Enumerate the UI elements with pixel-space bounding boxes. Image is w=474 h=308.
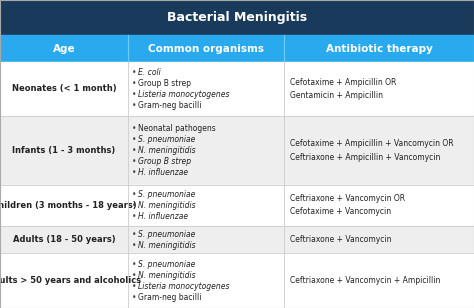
Text: Neonates (< 1 month): Neonates (< 1 month) xyxy=(12,84,116,93)
Text: •: • xyxy=(132,260,136,269)
Text: •: • xyxy=(132,68,136,77)
Text: Adults > 50 years and alcoholics: Adults > 50 years and alcoholics xyxy=(0,276,141,285)
Text: Ceftriaxone + Vancomycin OR
Cefotaxime + Vancomycin: Ceftriaxone + Vancomycin OR Cefotaxime +… xyxy=(290,194,405,217)
Text: •: • xyxy=(132,157,136,166)
Text: •: • xyxy=(132,135,136,144)
Bar xyxy=(0,185,474,226)
Text: •: • xyxy=(132,271,136,280)
Text: •: • xyxy=(132,168,136,177)
Text: Ceftriaxone + Vancomycin: Ceftriaxone + Vancomycin xyxy=(290,235,392,244)
Text: •: • xyxy=(132,212,136,221)
Text: •: • xyxy=(132,146,136,155)
Text: H. influenzae: H. influenzae xyxy=(138,168,189,177)
Text: •: • xyxy=(132,124,136,133)
Text: Age: Age xyxy=(53,43,75,54)
Text: Common organisms: Common organisms xyxy=(148,43,264,54)
Text: N. meningitidis: N. meningitidis xyxy=(138,271,196,280)
Text: N. meningitidis: N. meningitidis xyxy=(138,241,196,249)
Text: Listeria monocytogenes: Listeria monocytogenes xyxy=(138,282,230,290)
Text: Cefotaxime + Ampicillin + Vancomycin OR
Ceftriaxone + Ampicillin + Vancomycin: Cefotaxime + Ampicillin + Vancomycin OR … xyxy=(290,140,454,162)
Bar xyxy=(0,226,474,253)
Bar xyxy=(0,253,474,308)
Text: Group B strep: Group B strep xyxy=(138,157,191,166)
Text: •: • xyxy=(132,90,136,99)
Text: S. pneumoniae: S. pneumoniae xyxy=(138,190,196,199)
Text: Bacterial Meningitis: Bacterial Meningitis xyxy=(167,11,307,24)
Text: •: • xyxy=(132,282,136,290)
Text: Infants (1 - 3 months): Infants (1 - 3 months) xyxy=(12,146,116,155)
Text: Children (3 months - 18 years): Children (3 months - 18 years) xyxy=(0,201,137,210)
Text: S. pneumoniae: S. pneumoniae xyxy=(138,229,196,239)
Bar xyxy=(0,62,474,116)
Text: N. meningitidis: N. meningitidis xyxy=(138,146,196,155)
Text: S. pneumoniae: S. pneumoniae xyxy=(138,135,196,144)
Text: E. coli: E. coli xyxy=(138,68,161,77)
Bar xyxy=(0,116,474,185)
Text: H. influenzae: H. influenzae xyxy=(138,212,189,221)
Text: Group B strep: Group B strep xyxy=(138,79,191,88)
Bar xyxy=(0,0,474,35)
Text: Adults (18 - 50 years): Adults (18 - 50 years) xyxy=(13,235,115,244)
Text: Ceftriaxone + Vancomycin + Ampicillin: Ceftriaxone + Vancomycin + Ampicillin xyxy=(290,276,440,285)
Text: •: • xyxy=(132,190,136,199)
Text: Listeria monocytogenes: Listeria monocytogenes xyxy=(138,90,230,99)
Text: Gram-neg bacilli: Gram-neg bacilli xyxy=(138,293,202,302)
Text: •: • xyxy=(132,229,136,239)
Text: •: • xyxy=(132,241,136,249)
Text: •: • xyxy=(132,79,136,88)
Text: S. pneumoniae: S. pneumoniae xyxy=(138,260,196,269)
Text: Antibiotic therapy: Antibiotic therapy xyxy=(326,43,433,54)
Text: Gram-neg bacilli: Gram-neg bacilli xyxy=(138,101,202,110)
Bar xyxy=(0,35,474,62)
Text: •: • xyxy=(132,201,136,210)
Text: •: • xyxy=(132,293,136,302)
Text: Cefotaxime + Ampicillin OR
Gentamicin + Ampicillin: Cefotaxime + Ampicillin OR Gentamicin + … xyxy=(290,78,396,100)
Text: N. meningitidis: N. meningitidis xyxy=(138,201,196,210)
Text: Neonatal pathogens: Neonatal pathogens xyxy=(138,124,216,133)
Text: •: • xyxy=(132,101,136,110)
